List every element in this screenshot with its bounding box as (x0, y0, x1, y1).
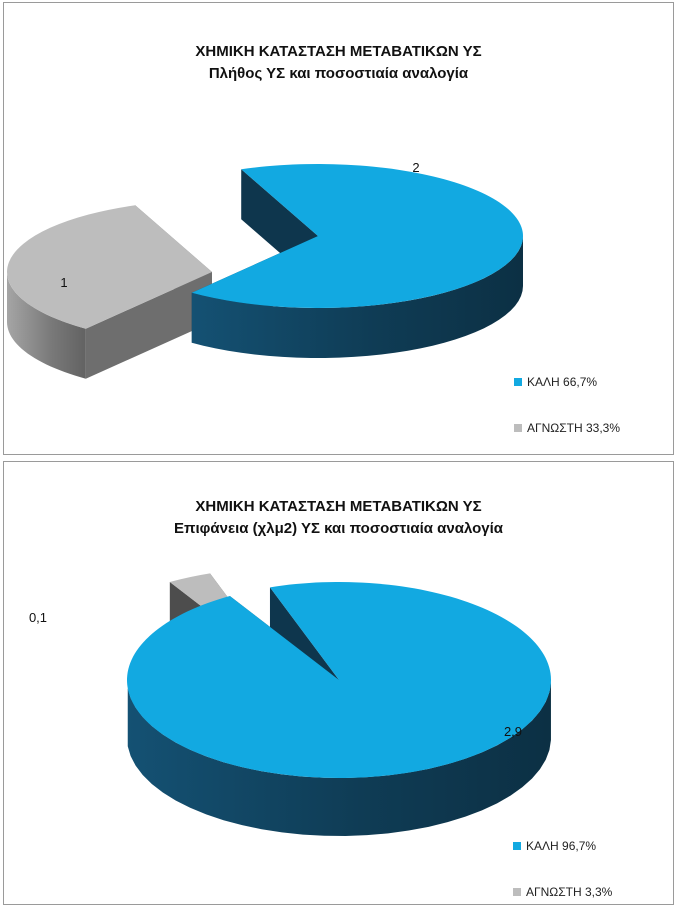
legend-item-agnosti: ΑΓΝΩΣΤΗ 33,3% (514, 420, 620, 436)
chart-title: ΧΗΜΙΚΗ ΚΑΤΑΣΤΑΣΗ ΜΕΤΑΒΑΤΙΚΩΝ ΥΣ Πλήθος Υ… (4, 41, 673, 85)
chart-title-line-1: ΧΗΜΙΚΗ ΚΑΤΑΣΤΑΣΗ ΜΕΤΑΒΑΤΙΚΩΝ ΥΣ (195, 498, 482, 515)
pie-slice-1 (6, 205, 213, 379)
legend-item-agnosti: ΑΓΝΩΣΤΗ 3,3% (513, 884, 612, 900)
pie-chart-count: 21 (6, 160, 523, 379)
data-label: 2 (412, 160, 419, 175)
data-label: 1 (60, 275, 67, 290)
legend-swatch-agnosti (513, 888, 521, 896)
pie-slice-top (127, 582, 552, 778)
chart-title-line-2: Επιφάνεια (χλμ2) ΥΣ και ποσοστιαία αναλο… (174, 520, 503, 537)
pie-slice-top (191, 164, 523, 308)
pie-slice-0 (191, 164, 523, 358)
chart-title-line-1: ΧΗΜΙΚΗ ΚΑΤΑΣΤΑΣΗ ΜΕΤΑΒΑΤΙΚΩΝ ΥΣ (195, 43, 482, 60)
chart-title-line-2: Πλήθος ΥΣ και ποσοστιαία αναλογία (208, 65, 469, 82)
legend-swatch-agnosti (514, 424, 522, 432)
legend-swatch-kali (513, 842, 521, 850)
legend-label-agnosti: ΑΓΝΩΣΤΗ 3,3% (526, 885, 613, 899)
legend-item-kali: ΚΑΛΗ 96,7% (513, 838, 596, 854)
legend-item-kali: ΚΑΛΗ 66,7% (514, 374, 597, 390)
legend-label-agnosti: ΑΓΝΩΣΤΗ 33,3% (527, 421, 621, 435)
legend-label-kali: ΚΑΛΗ 66,7% (527, 375, 598, 389)
data-label: 0,1 (29, 610, 47, 625)
pie-slice-top (6, 205, 213, 329)
legend-label-kali: ΚΑΛΗ 96,7% (526, 839, 597, 853)
pie-slice-0 (127, 582, 552, 836)
legend-swatch-kali (514, 378, 522, 386)
chart-panel-count: ΧΗΜΙΚΗ ΚΑΤΑΣΤΑΣΗ ΜΕΤΑΒΑΤΙΚΩΝ ΥΣ Πλήθος Υ… (3, 2, 674, 455)
pie-slice-wall (7, 272, 86, 379)
pie-slice-cut-face (85, 272, 212, 379)
chart-panel-area: ΧΗΜΙΚΗ ΚΑΤΑΣΤΑΣΗ ΜΕΤΑΒΑΤΙΚΩΝ ΥΣ Επιφάνει… (3, 461, 674, 905)
pie-chart-area: 2,9 0,1 (29, 573, 552, 836)
data-label: 2,9 (504, 724, 522, 739)
chart-title: ΧΗΜΙΚΗ ΚΑΤΑΣΤΑΣΗ ΜΕΤΑΒΑΤΙΚΩΝ ΥΣ Επιφάνει… (4, 496, 673, 540)
pie-slice-wall (191, 236, 523, 358)
pie-slice-wall (127, 682, 551, 836)
